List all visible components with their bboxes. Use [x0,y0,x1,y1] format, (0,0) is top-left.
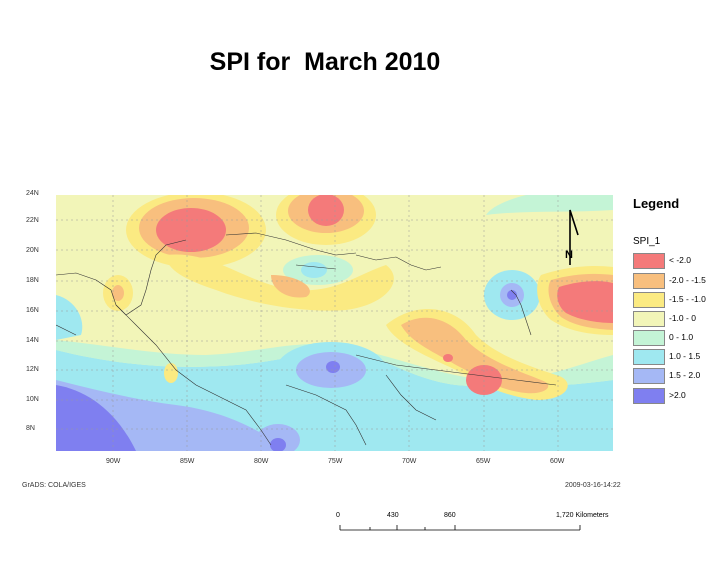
legend-field: SPI_1 [633,236,661,247]
legend-label: 1.5 - 2.0 [669,370,701,380]
dry-region-se-core-small [443,354,453,362]
lon-label-75w: 75W [328,458,343,465]
lon-label-70w: 70W [402,458,417,465]
legend-title: Legend [633,196,680,211]
lat-label-20n: 20N [26,247,39,254]
scale-label: 0 [336,512,340,519]
legend-label: < -2.0 [669,255,691,265]
dry-blob-nc-core [308,195,344,226]
legend-item: 0 - 1.0 [633,330,710,346]
legend-swatch [633,311,665,327]
lon-label-65w: 65W [476,458,491,465]
lon-label-90w: 90W [106,458,121,465]
lon-label-60w: 60W [550,458,565,465]
lat-label-18n: 18N [26,277,39,284]
legend-label: -1.5 - -1.0 [669,294,706,304]
legend-item: -1.5 - -1.0 [633,292,710,308]
legend-label: >2.0 [669,390,686,400]
lat-label-22n: 22N [26,217,39,224]
lat-label-24n: 24N [26,190,39,197]
lat-label-14n: 14N [26,337,39,344]
legend-swatch [633,253,665,269]
legend-item: -1.0 - 0 [633,311,710,327]
scale-bar: 0 430 860 1,720 Kilometers [330,512,630,542]
legend-item: -2.0 - -1.5 [633,273,710,289]
wet-blob-east-core [507,290,517,300]
dry-blob-nw-core [156,208,226,252]
legend-swatch [633,330,665,346]
wet-region-west [56,295,83,340]
legend-swatch [633,292,665,308]
dry-band-central-mid [271,275,310,298]
legend-swatch [633,349,665,365]
lon-label-80w: 80W [254,458,269,465]
legend-label: 1.0 - 1.5 [669,351,701,361]
lat-label-16n: 16N [26,307,39,314]
legend-item: 1.5 - 2.0 [633,368,710,384]
north-arrow-icon [569,209,579,265]
scale-label: 430 [387,512,399,519]
legend-label: -1.0 - 0 [669,313,696,323]
lat-label-8n: 8N [26,425,35,432]
map-timestamp: 2009-03-16-14:22 [565,482,621,489]
lat-label-12n: 12N [26,366,39,373]
wet-blob-lower [256,424,300,451]
scale-label: 1,720 Kilometers [556,512,609,519]
dry-band-central [166,254,394,311]
map-credit: GrADS: COLA/IGES [22,482,86,489]
spi-map: N [56,195,613,451]
coastlines [56,232,557,446]
lon-label-85w: 85W [180,458,195,465]
spi-contour-map: N [56,195,613,451]
dry-region-east-core [557,281,613,323]
legend-label: -2.0 - -1.5 [669,275,706,285]
wet-region-northeast [486,195,613,215]
wet-blob-lower-core [270,438,286,451]
legend-swatch [633,388,665,404]
legend-item: 1.0 - 1.5 [633,349,710,365]
wet-blob-center-north-inner [301,262,327,278]
map-title: SPI for March 2010 [209,48,441,76]
legend-swatch [633,273,665,289]
scale-label: 860 [444,512,456,519]
legend-label: 0 - 1.0 [669,332,694,342]
north-arrow-label: N [565,249,573,261]
legend-item: < -2.0 [633,253,710,269]
lat-label-10n: 10N [26,396,39,403]
wet-blob-central-core [326,361,340,373]
dry-blob-west-core [112,285,124,301]
legend-swatch [633,368,665,384]
dry-blob-small [164,363,178,383]
wet-core-southwest [56,385,136,451]
scale-bar-line [339,525,581,531]
legend-item: >2.0 [633,388,710,404]
dry-region-se-mid [401,317,549,394]
